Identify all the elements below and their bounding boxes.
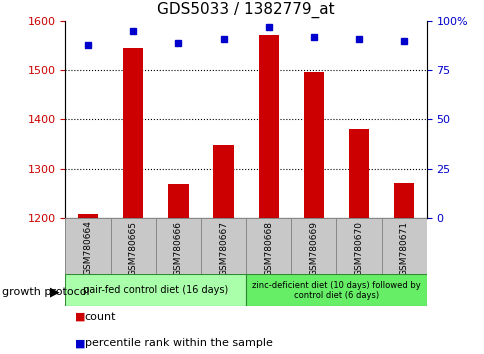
Title: GDS5033 / 1382779_at: GDS5033 / 1382779_at: [157, 2, 334, 18]
Text: GSM780668: GSM780668: [264, 221, 272, 275]
Text: ■: ■: [75, 338, 86, 348]
Text: GSM780669: GSM780669: [309, 221, 318, 275]
Bar: [245, 218, 291, 274]
Text: GSM780664: GSM780664: [83, 221, 92, 275]
Text: ▶: ▶: [49, 286, 59, 298]
Text: zinc-deficient diet (10 days) followed by
control diet (6 days): zinc-deficient diet (10 days) followed b…: [252, 281, 420, 300]
Text: pair-fed control diet (16 days): pair-fed control diet (16 days): [83, 285, 228, 295]
Bar: [168, 184, 188, 218]
Bar: [155, 218, 200, 274]
Text: GSM780666: GSM780666: [174, 221, 182, 275]
Text: GSM780667: GSM780667: [219, 221, 227, 275]
Text: count: count: [85, 312, 116, 322]
Bar: [78, 214, 98, 218]
Bar: [393, 183, 413, 218]
Bar: [336, 218, 381, 274]
Bar: [245, 274, 426, 306]
Text: ■: ■: [75, 312, 86, 322]
Bar: [65, 274, 245, 306]
Bar: [123, 48, 143, 218]
Bar: [213, 144, 233, 218]
Bar: [348, 129, 368, 218]
Bar: [65, 218, 110, 274]
Text: growth protocol: growth protocol: [2, 287, 90, 297]
Text: percentile rank within the sample: percentile rank within the sample: [85, 338, 272, 348]
Bar: [303, 72, 323, 218]
Text: GSM780665: GSM780665: [128, 221, 137, 275]
Text: GSM780670: GSM780670: [354, 221, 363, 275]
Bar: [258, 35, 278, 218]
Bar: [381, 218, 426, 274]
Bar: [110, 218, 155, 274]
Bar: [291, 218, 336, 274]
Bar: [200, 218, 245, 274]
Text: GSM780671: GSM780671: [399, 221, 408, 275]
